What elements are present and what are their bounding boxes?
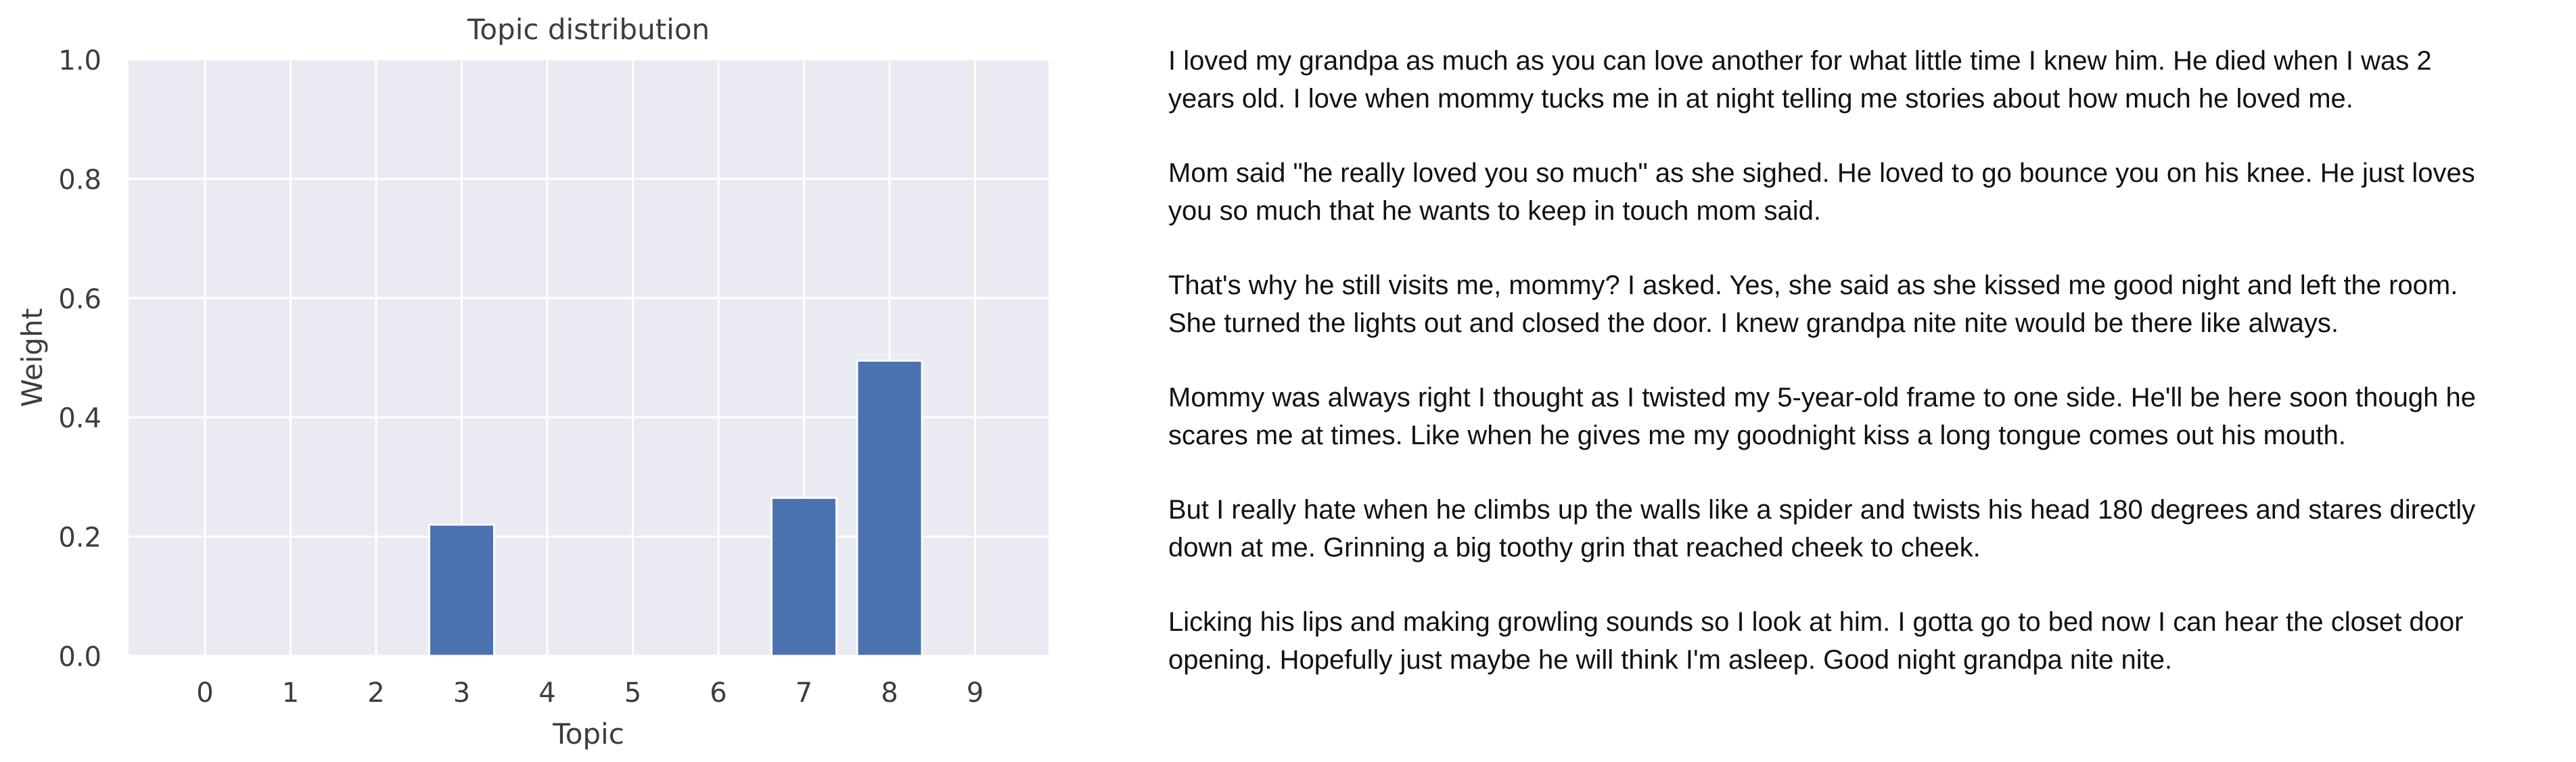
grid-lines [129,58,1049,657]
x-tick-label: 9 [967,677,984,709]
bars [428,359,923,657]
story-paragraph: Licking his lips and making growling sou… [1168,607,2464,675]
story-paragraph: Mommy was always right I thought as I tw… [1168,383,2477,450]
chart-title: Topic distribution [467,13,710,46]
y-tick-label: 0.2 [58,523,101,554]
x-tick-label: 8 [881,677,898,709]
story-paragraph: That's why he still visits me, mommy? I … [1168,270,2458,338]
x-tick-label: 1 [282,677,299,709]
y-tick-label: 0.4 [58,403,101,434]
x-tick-label: 0 [196,677,213,709]
bar-topic-3 [428,523,495,657]
x-tick-label: 6 [710,677,727,709]
y-tick-labels: 0.0 0.2 0.4 0.6 0.8 1.0 [58,45,101,673]
x-tick-label: 4 [538,677,555,709]
y-axis-label: Weight [16,308,49,407]
x-tick-label: 7 [796,677,812,709]
y-tick-label: 0.8 [58,164,101,195]
bar-topic-7 [770,496,837,657]
x-tick-label: 5 [624,677,641,709]
x-axis-label: Topic [552,717,624,751]
bar-topic-8 [856,359,923,657]
x-tick-label: 2 [367,677,384,709]
x-tick-labels: 0 1 2 3 4 5 6 7 8 9 [196,677,984,709]
story-text: I loved my grandpa as much as you can lo… [1168,42,2569,715]
topic-distribution-chart: 0.0 0.2 0.4 0.6 0.8 1.0 0 1 2 3 4 5 6 7 8 9 Topic dist… [16,13,1049,751]
story-paragraph: Mom said "he really loved you so much" a… [1168,158,2475,226]
y-tick-label: 1.0 [58,45,101,76]
story-paragraph: But I really hate when he climbs up the … [1168,495,2476,563]
y-tick-label: 0.6 [58,284,101,315]
story-paragraph: I loved my grandpa as much as you can lo… [1168,46,2432,114]
y-tick-label: 0.0 [58,642,101,673]
x-tick-label: 3 [453,677,470,709]
